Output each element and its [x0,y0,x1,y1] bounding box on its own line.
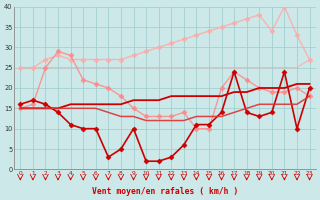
X-axis label: Vent moyen/en rafales ( km/h ): Vent moyen/en rafales ( km/h ) [92,187,238,196]
